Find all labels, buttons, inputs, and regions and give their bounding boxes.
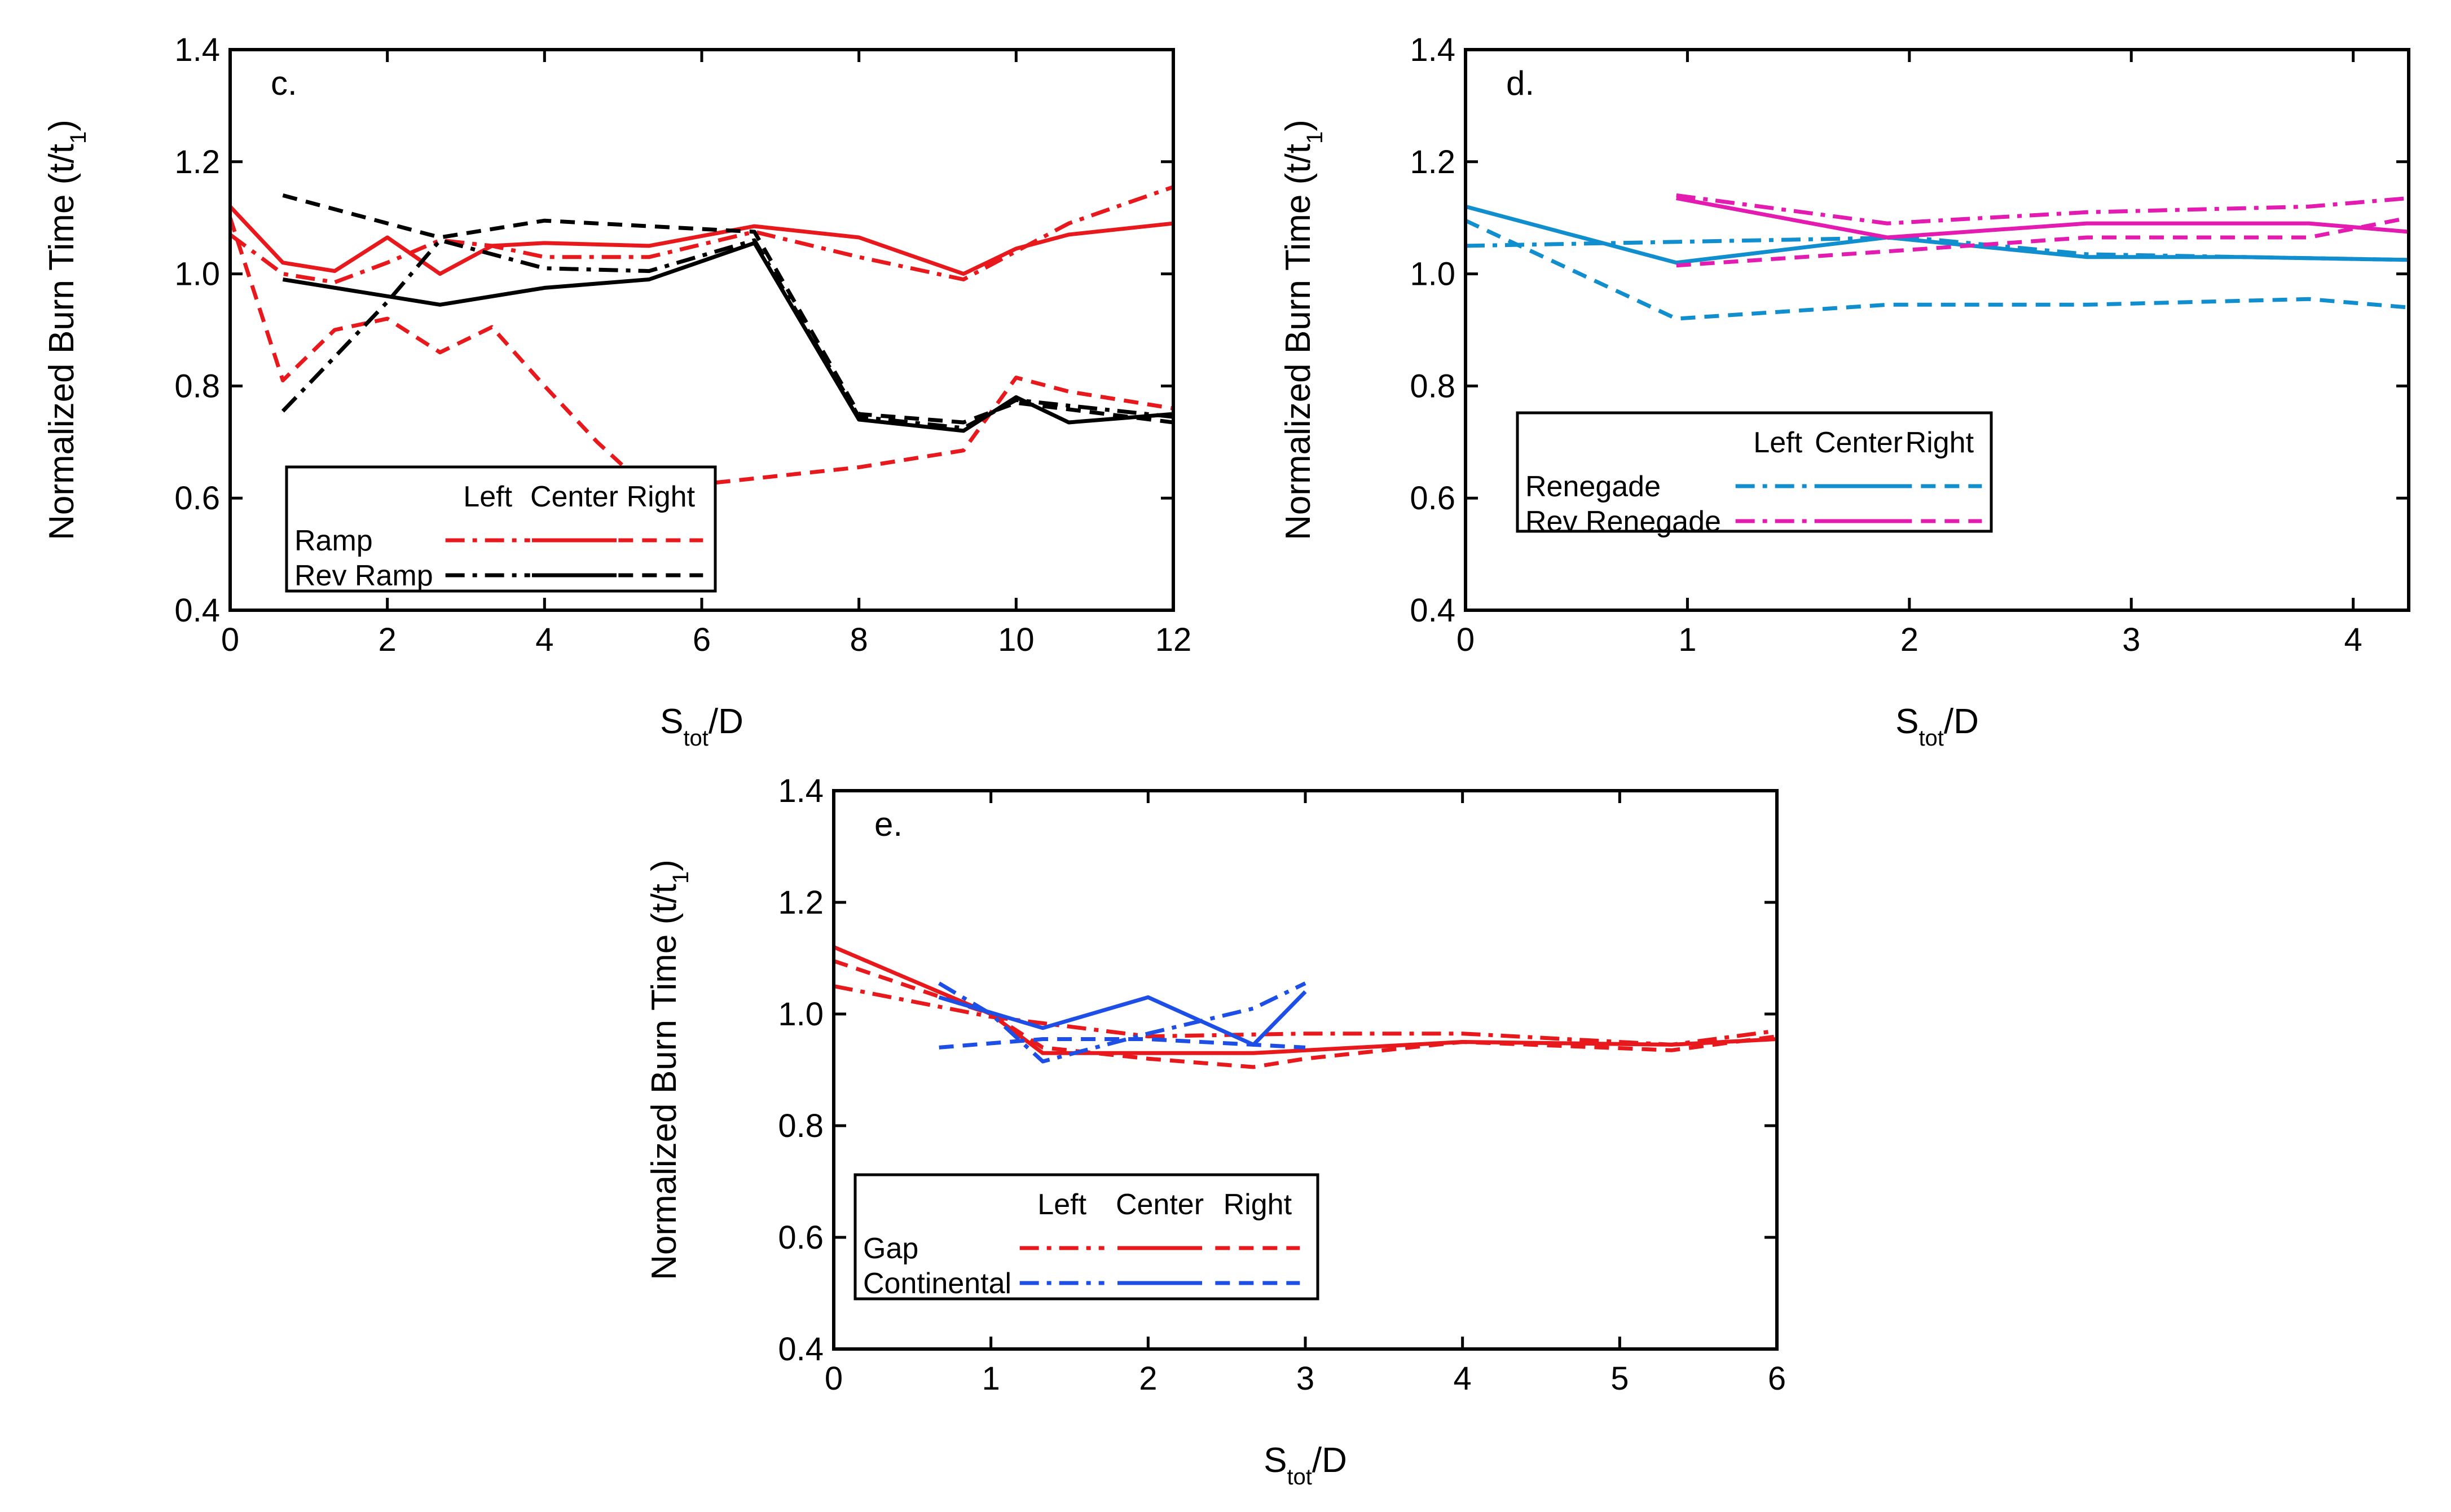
y-tick-label: 0.8: [1410, 368, 1455, 404]
legend-column-center: Center: [1116, 1188, 1204, 1221]
legend-column-right: Right: [627, 481, 696, 513]
x-tick-label: 0: [1456, 621, 1475, 658]
y-tick-label: 1.0: [778, 996, 824, 1033]
y-tick-label: 1.2: [174, 144, 220, 180]
y-tick-label: 0.8: [778, 1108, 824, 1144]
series-line-continental-center: [938, 990, 1307, 1047]
x-tick-label: 6: [693, 621, 711, 658]
chart-panel-e: 0 1 2 3 4 5 6 0.4 0.6 0.8 1.0 1.2 1.4 e. Stot/D Normali…: [645, 773, 1786, 1489]
y-tick-label: 1.2: [1410, 144, 1455, 180]
chart-panel-d: 0 1 2 3 4 0.4 0.6 0.8 1.0 1.2 1.4 d. Stot/D Normalize…: [1279, 32, 2410, 751]
series-line-rev-renegade-right: [1676, 215, 2409, 268]
series-line-gap-right: [834, 959, 1777, 1069]
legend-box: [853, 1173, 1319, 1301]
x-tick-label: 4: [1454, 1360, 1472, 1397]
y-tick-label: 1.0: [1410, 256, 1455, 293]
x-tick-label: 3: [1296, 1360, 1314, 1397]
series-line-renegade-center: [1466, 204, 2409, 265]
series-line-rev-ramp-center: [282, 241, 1173, 433]
series-line-ramp-left: [230, 185, 1173, 284]
panel-label: c.: [271, 64, 297, 102]
series-line-gap-center: [834, 945, 1777, 1055]
legend-box: [1516, 411, 1993, 533]
x-tick-label: 5: [1610, 1360, 1629, 1397]
y-tick-label: 1.0: [174, 256, 220, 293]
x-tick-label: 10: [998, 621, 1035, 658]
x-tick-label: 4: [2344, 621, 2362, 658]
series-line-rev-renegade-left: [1676, 193, 2409, 226]
legend-column-left: Left: [463, 481, 512, 513]
y-axis-title: Normalized Burn Time (t/t1): [645, 859, 693, 1280]
series-line-gap-left: [834, 984, 1777, 1047]
legend-row-label: Rev Ramp: [294, 559, 433, 592]
series-line-rev-renegade-center: [1676, 196, 2409, 240]
x-tick-label: 6: [1768, 1360, 1786, 1397]
y-tick-label: 0.6: [778, 1219, 824, 1256]
legend-row-label: Rev Renegade: [1525, 505, 1721, 538]
y-tick-label: 1.4: [174, 32, 220, 68]
y-axis-title: Normalized Burn Time (t/t1): [1279, 120, 1327, 540]
x-tick-label: 12: [1155, 621, 1192, 658]
y-tick-label: 1.4: [778, 773, 824, 809]
series-group: [1466, 193, 2409, 321]
series-line-ramp-center: [230, 205, 1173, 276]
y-tick-label: 0.6: [174, 480, 220, 517]
x-tick-label: 1: [982, 1360, 1000, 1397]
y-axis-title: Normalized Burn Time (t/t1): [42, 120, 91, 540]
x-tick-label: 8: [850, 621, 868, 658]
legend-column-right: Right: [1224, 1188, 1292, 1221]
legend-row-label: Continental: [863, 1267, 1011, 1300]
series-group: [834, 945, 1777, 1069]
y-tick-label: 1.4: [1410, 32, 1455, 68]
legend-column-center: Center: [530, 481, 618, 513]
x-tick-label: 2: [379, 621, 397, 658]
legend-row-label: Renegade: [1525, 470, 1661, 503]
x-axis-title: Stot/D: [1264, 1441, 1347, 1489]
legend-row-label: Ramp: [294, 524, 373, 557]
x-tick-label: 1: [1678, 621, 1696, 658]
panel-label: e.: [874, 805, 903, 843]
series-line-ramp-right: [230, 217, 1173, 492]
x-tick-label: 2: [1139, 1360, 1157, 1397]
y-tick-label: 0.6: [1410, 480, 1455, 517]
y-tick-label: 0.4: [1410, 592, 1455, 629]
x-axis-title: Stot/D: [660, 702, 743, 751]
y-tick-label: 0.8: [174, 368, 220, 404]
legend-column-right: Right: [1906, 426, 1974, 459]
legend-column-left: Left: [1037, 1188, 1086, 1221]
x-tick-label: 0: [825, 1360, 843, 1397]
y-tick-label: 0.4: [778, 1331, 824, 1368]
legend-column-left: Left: [1753, 426, 1802, 459]
y-tick-label: 0.4: [174, 592, 220, 629]
chart-panel-c: 0 2 4 6 8 10 12 0.4 0.6 0.8 1.0 1.2 1.4 c. Stot/D Norma…: [42, 32, 1191, 751]
x-tick-label: 0: [221, 621, 239, 658]
x-tick-label: 2: [1900, 621, 1918, 658]
legend-column-center: Center: [1815, 426, 1903, 459]
x-tick-label: 3: [2122, 621, 2140, 658]
series-group: [230, 185, 1173, 492]
legend-row-label: Gap: [863, 1232, 918, 1265]
series-line-continental-left: [938, 981, 1306, 1064]
series-line-renegade-right: [1466, 219, 2409, 321]
x-axis-title: Stot/D: [1895, 702, 1979, 751]
series-line-rev-ramp-right: [282, 193, 1173, 425]
x-tick-label: 4: [535, 621, 553, 658]
plot-frame: [1464, 48, 2410, 612]
series-line-rev-ramp-left: [281, 238, 1173, 430]
legend-box: [285, 465, 717, 593]
series-line-continental-right: [939, 1037, 1306, 1050]
panel-label: d.: [1506, 64, 1534, 102]
y-tick-label: 1.2: [778, 884, 824, 921]
